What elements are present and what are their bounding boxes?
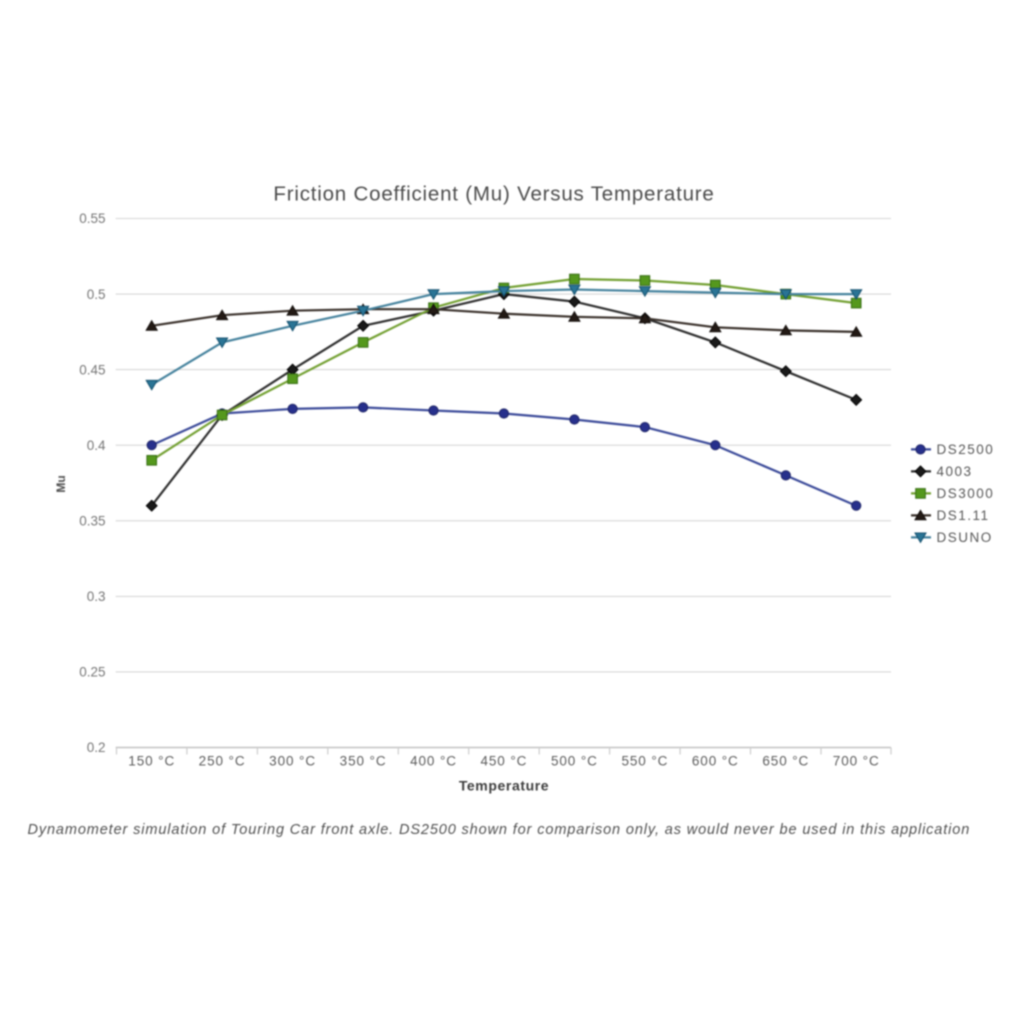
svg-text:0.45: 0.45 (79, 362, 105, 377)
svg-text:350 °C: 350 °C (340, 754, 387, 769)
svg-text:0.5: 0.5 (87, 287, 106, 302)
svg-text:0.3: 0.3 (87, 589, 106, 604)
svg-text:600 °C: 600 °C (692, 754, 739, 769)
svg-text:Friction Coefficient (Mu) Vers: Friction Coefficient (Mu) Versus Tempera… (273, 183, 714, 206)
svg-text:0.2: 0.2 (87, 740, 106, 755)
svg-text:300 °C: 300 °C (269, 754, 316, 769)
svg-text:Dynamometer simulation of Tour: Dynamometer simulation of Touring Car fr… (28, 822, 971, 838)
svg-text:0.35: 0.35 (79, 514, 105, 529)
svg-text:450 °C: 450 °C (480, 754, 527, 769)
svg-text:700 °C: 700 °C (833, 754, 880, 769)
svg-text:400 °C: 400 °C (410, 754, 457, 769)
svg-text:0.25: 0.25 (79, 665, 105, 680)
svg-text:550 °C: 550 °C (621, 754, 668, 769)
svg-text:DS3000: DS3000 (937, 486, 995, 501)
svg-text:4003: 4003 (937, 464, 973, 479)
svg-text:0.55: 0.55 (79, 211, 105, 226)
svg-text:250 °C: 250 °C (199, 754, 246, 769)
svg-text:DS2500: DS2500 (937, 442, 995, 457)
svg-text:Mu: Mu (54, 475, 68, 492)
svg-text:DSUNO: DSUNO (937, 530, 993, 545)
svg-text:150 °C: 150 °C (128, 754, 175, 769)
svg-text:650 °C: 650 °C (762, 754, 809, 769)
svg-text:500 °C: 500 °C (551, 754, 598, 769)
svg-text:Temperature: Temperature (459, 778, 549, 794)
svg-text:0.4: 0.4 (87, 438, 106, 453)
svg-text:DS1.11: DS1.11 (937, 508, 990, 523)
